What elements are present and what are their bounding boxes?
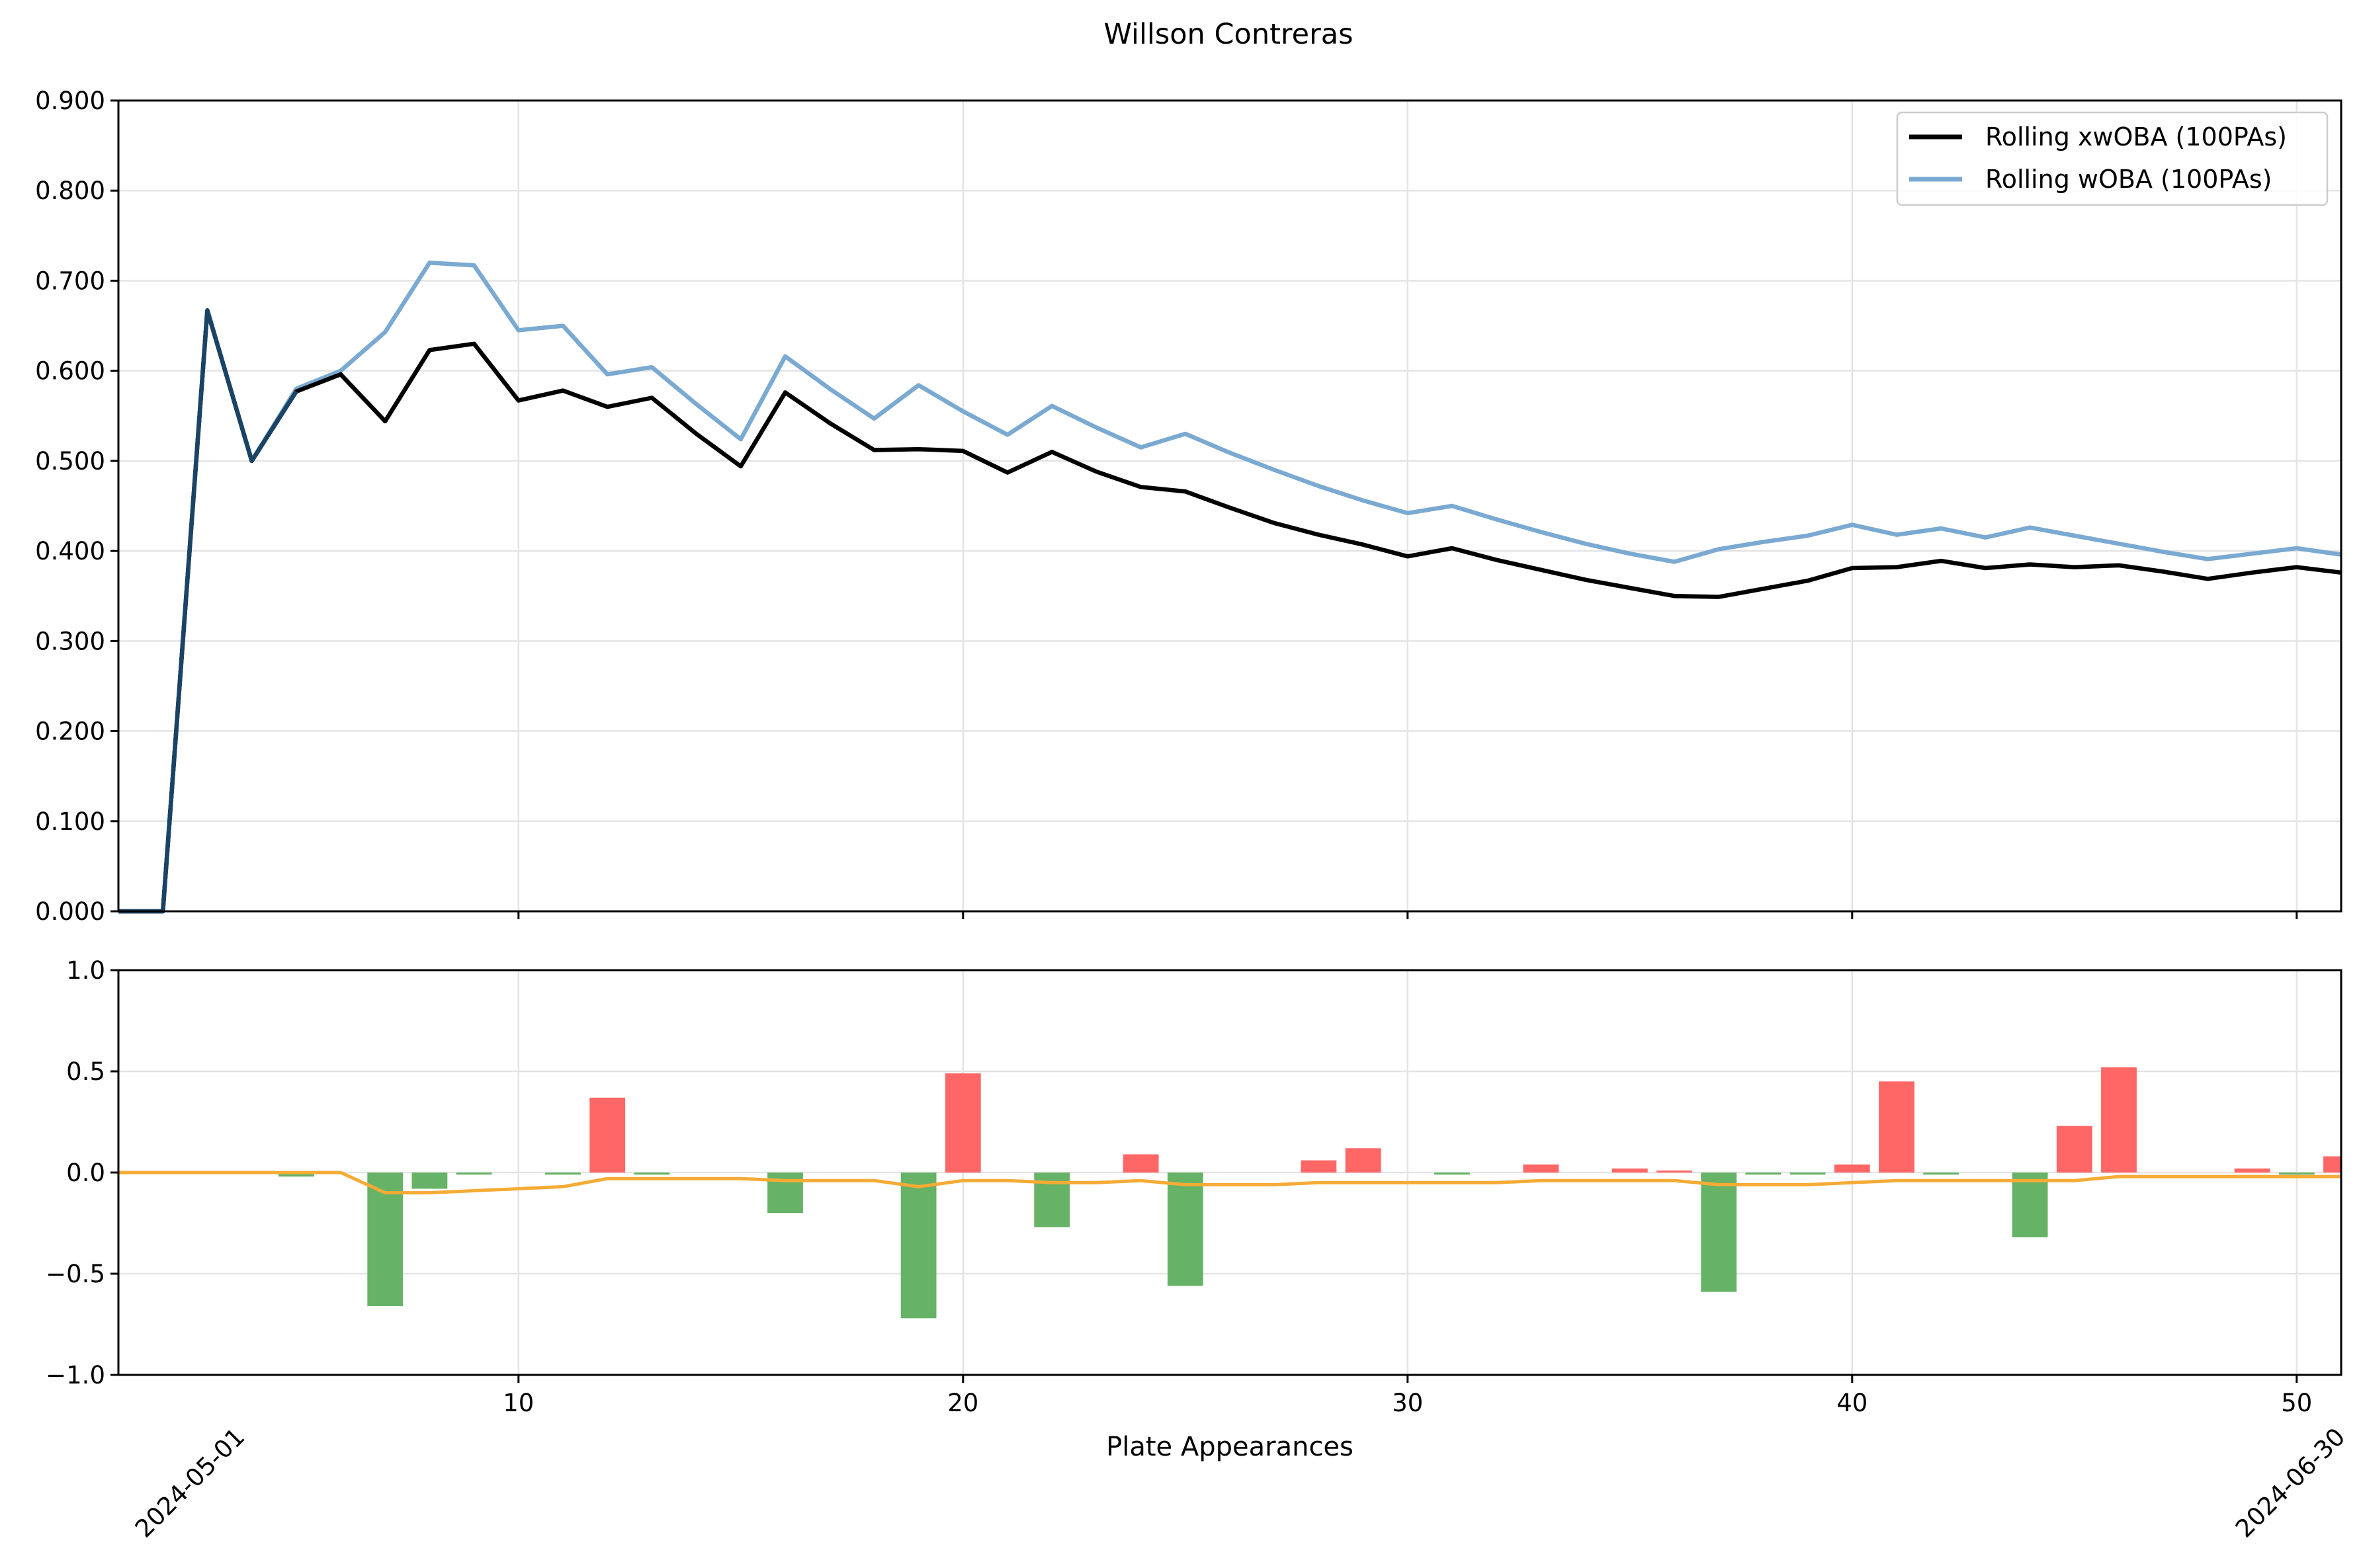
diff-bar xyxy=(634,1173,670,1175)
x-tick-label: 10 xyxy=(503,1389,534,1417)
y-tick-label: 0.800 xyxy=(35,177,105,205)
diff-bar xyxy=(2012,1173,2048,1237)
rolling-diff-line xyxy=(118,1171,2341,1195)
y-tick-label: 0.100 xyxy=(35,807,105,836)
x-tick-label: 20 xyxy=(947,1389,978,1417)
diff-bar xyxy=(456,1173,492,1175)
y-tick-label: 0.900 xyxy=(35,87,105,115)
y-tick-label: 0.200 xyxy=(35,718,105,746)
diff-bar xyxy=(411,1173,448,1189)
y-tick-label: 0.700 xyxy=(35,267,105,295)
y-tick-label: 0.500 xyxy=(35,447,105,475)
x-tick-label: 30 xyxy=(1392,1389,1423,1417)
diff-bar xyxy=(1345,1148,1381,1173)
legend-label-woba: Rolling wOBA (100PAs) xyxy=(1985,165,2272,194)
x-axis-label: Plate Appearances xyxy=(1106,1432,1353,1462)
diff-bar xyxy=(589,1097,626,1173)
diff-bar xyxy=(1611,1168,1648,1173)
top-panel-y-ticks: 0.000 0.100 0.200 0.300 0.400 0.500 0.600 0.700… xyxy=(35,87,118,926)
y-tick-label: 0.000 xyxy=(35,897,105,926)
chart-title: Willson Contreras xyxy=(1103,18,1353,51)
date-label-end: 2024-06-30 xyxy=(2230,1423,2350,1543)
diff-bar xyxy=(900,1173,937,1319)
diff-bar xyxy=(2234,1168,2270,1173)
diff-bar xyxy=(1123,1154,1159,1173)
bottom-panel-line xyxy=(118,1171,2341,1195)
series-line-woba xyxy=(118,260,2342,914)
diff-bar xyxy=(1523,1164,1559,1173)
diff-bar xyxy=(945,1073,981,1173)
y-tick-label: −0.5 xyxy=(46,1260,105,1288)
diff-bar xyxy=(2056,1126,2092,1173)
diff-bar xyxy=(1301,1160,1337,1173)
diff-bar xyxy=(1701,1173,1737,1292)
diff-bar xyxy=(1834,1164,1870,1173)
legend: Rolling xwOBA (100PAs) Rolling wOBA (100… xyxy=(1896,111,2329,206)
top-panel-frame xyxy=(117,99,2342,913)
bottom-panel-y-ticks: 1.0 0.5 0.0 −0.5 −1.0 xyxy=(46,956,118,1389)
top-panel-x-ticks xyxy=(517,911,2298,919)
top-panel-series xyxy=(118,260,2342,914)
diff-bar xyxy=(1879,1081,1914,1173)
diff-bar xyxy=(1656,1170,1692,1173)
bottom-panel-grid xyxy=(118,969,2341,1376)
y-tick-label: 0.600 xyxy=(35,357,105,386)
legend-box xyxy=(1896,111,2329,206)
diff-bar xyxy=(2101,1067,2137,1173)
diff-bar xyxy=(1923,1173,1959,1175)
y-tick-label: 1.0 xyxy=(66,956,105,985)
y-tick-label: 0.400 xyxy=(35,537,105,565)
diff-bar xyxy=(2278,1173,2315,1175)
date-label-start: 2024-05-01 xyxy=(130,1423,250,1543)
legend-label-xwoba: Rolling xwOBA (100PAs) xyxy=(1985,122,2287,151)
bottom-panel-x-ticks: 10 20 30 40 50 xyxy=(503,1375,2312,1417)
y-tick-label: 0.5 xyxy=(66,1057,105,1086)
diff-bar xyxy=(1789,1173,1826,1175)
bottom-panel-bars xyxy=(278,1067,2341,1319)
top-panel-grid xyxy=(118,99,2341,913)
series-line-xwoba xyxy=(118,308,2342,914)
diff-bar xyxy=(1434,1173,1470,1175)
diff-bar xyxy=(2323,1156,2341,1173)
y-tick-label: 0.0 xyxy=(66,1159,105,1187)
y-tick-label: 0.300 xyxy=(35,627,105,655)
diff-bar xyxy=(1745,1173,1781,1175)
diff-bar xyxy=(1167,1173,1203,1286)
diff-bar xyxy=(278,1173,314,1177)
x-tick-label: 40 xyxy=(1836,1389,1867,1417)
diff-bar xyxy=(367,1173,404,1306)
x-tick-label: 50 xyxy=(2281,1389,2312,1417)
diff-bar xyxy=(545,1173,581,1175)
y-tick-label: −1.0 xyxy=(46,1361,105,1389)
